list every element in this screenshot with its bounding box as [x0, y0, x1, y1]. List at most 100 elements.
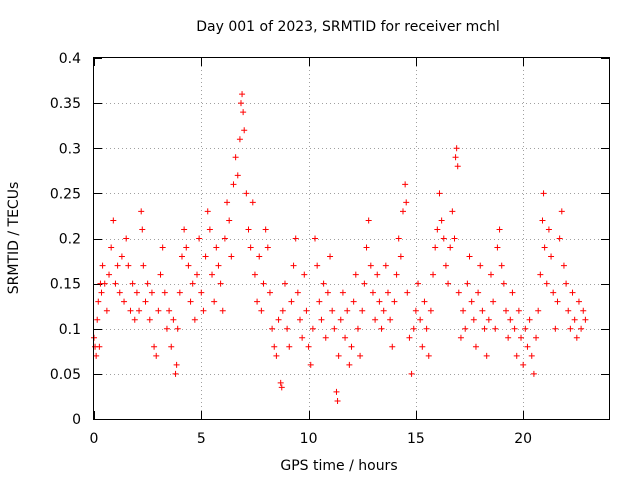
data-point — [492, 325, 499, 332]
data-point — [301, 271, 308, 278]
data-point — [518, 334, 525, 341]
data-point — [449, 208, 456, 215]
data-point — [432, 244, 439, 251]
data-point — [314, 262, 321, 269]
data-point — [256, 253, 263, 260]
data-point — [425, 352, 432, 359]
data-point — [554, 298, 561, 305]
data-point — [363, 244, 370, 251]
data-point — [312, 235, 319, 242]
data-point — [266, 289, 273, 296]
data-point — [464, 280, 471, 287]
data-point — [387, 316, 394, 323]
data-point — [211, 298, 218, 305]
data-point — [251, 271, 258, 278]
data-point — [522, 325, 529, 332]
data-point — [571, 316, 578, 323]
data-point — [558, 208, 565, 215]
data-point — [292, 235, 299, 242]
data-point — [329, 307, 336, 314]
data-point — [151, 343, 158, 350]
data-point — [507, 316, 514, 323]
data-point — [331, 325, 338, 332]
data-point — [320, 280, 327, 287]
data-point — [391, 298, 398, 305]
data-point — [537, 271, 544, 278]
data-point — [318, 316, 325, 323]
data-point — [316, 298, 323, 305]
data-point — [417, 316, 424, 323]
data-point — [159, 244, 166, 251]
data-point — [563, 280, 570, 287]
data-point — [157, 271, 164, 278]
data-point — [110, 217, 117, 224]
data-point — [348, 343, 355, 350]
data-point — [580, 307, 587, 314]
data-point — [365, 217, 372, 224]
data-point — [393, 271, 400, 278]
data-point — [361, 280, 368, 287]
data-point — [234, 172, 241, 179]
data-point — [166, 307, 173, 314]
data-point — [254, 298, 261, 305]
data-point — [453, 145, 460, 152]
data-point — [114, 262, 121, 269]
data-point — [442, 262, 449, 269]
data-point — [129, 280, 136, 287]
data-point — [262, 226, 269, 233]
data-point — [494, 244, 501, 251]
data-point — [367, 262, 374, 269]
data-point — [99, 262, 106, 269]
data-point — [174, 325, 181, 332]
data-points — [91, 91, 589, 404]
data-point — [573, 334, 580, 341]
data-point — [236, 136, 243, 143]
data-point — [290, 262, 297, 269]
data-point — [487, 271, 494, 278]
data-point — [275, 316, 282, 323]
data-point — [125, 262, 132, 269]
data-point — [539, 217, 546, 224]
data-point — [334, 397, 341, 404]
data-point — [552, 325, 559, 332]
data-point — [408, 370, 415, 377]
data-point — [245, 226, 252, 233]
data-point — [232, 154, 239, 161]
data-point — [217, 280, 224, 287]
data-point — [567, 325, 574, 332]
data-point — [410, 325, 417, 332]
data-point — [258, 307, 265, 314]
data-point — [269, 325, 276, 332]
data-point — [498, 262, 505, 269]
data-point — [350, 298, 357, 305]
data-point — [509, 289, 516, 296]
data-point — [181, 226, 188, 233]
data-point — [221, 235, 228, 242]
data-point — [327, 253, 334, 260]
data-point — [297, 316, 303, 323]
data-point — [380, 307, 387, 314]
tick-labels: 0 0.05 0.1 0.15 0.2 0.25 0.3 0.35 0.4 0 5 10 15 20 — [50, 51, 532, 447]
data-point — [427, 307, 434, 314]
data-point — [550, 289, 557, 296]
data-point — [344, 307, 351, 314]
x-tick-label: 5 — [197, 431, 206, 447]
data-point — [485, 316, 492, 323]
data-point — [142, 298, 149, 305]
data-point — [503, 307, 509, 314]
data-point — [535, 307, 542, 314]
data-point — [196, 235, 203, 242]
x-tick-label: 0 — [90, 431, 99, 447]
data-point — [176, 289, 183, 296]
data-point — [582, 316, 589, 323]
data-point — [382, 262, 389, 269]
data-point — [127, 307, 134, 314]
data-point — [116, 289, 123, 296]
data-point — [94, 316, 101, 323]
data-point — [202, 253, 209, 260]
data-point — [513, 352, 520, 359]
data-point — [249, 199, 256, 206]
data-point — [239, 91, 246, 98]
data-point — [472, 343, 479, 350]
data-point — [369, 289, 376, 296]
